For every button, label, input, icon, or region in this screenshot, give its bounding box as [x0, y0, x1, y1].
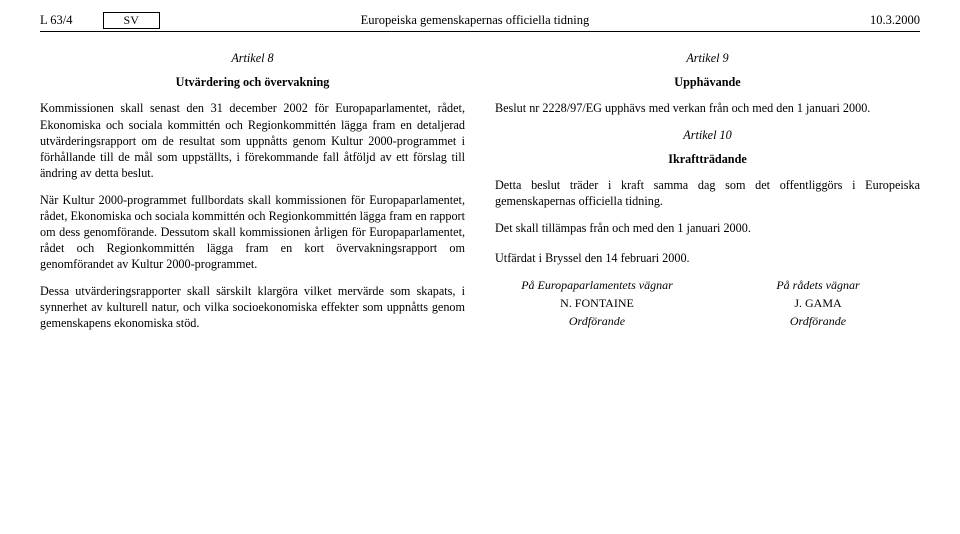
left-column: Artikel 8 Utvärdering och övervakning Ko…: [40, 46, 465, 341]
article-10-para-2: Det skall tillämpas från och med den 1 j…: [495, 220, 920, 236]
signature-row: På Europaparlamentets vägnar N. FONTAINE…: [495, 276, 920, 330]
sig-parliament-name: N. FONTAINE: [495, 294, 699, 312]
article-8-para-3: Dessa utvärderingsrapporter skall särski…: [40, 283, 465, 332]
sig-parliament-role: Ordförande: [495, 312, 699, 330]
signature-parliament: På Europaparlamentets vägnar N. FONTAINE…: [495, 276, 699, 330]
article-8-title: Artikel 8: [40, 50, 465, 66]
article-8-subtitle: Utvärdering och övervakning: [40, 74, 465, 90]
article-9-subtitle: Upphävande: [495, 74, 920, 90]
sig-council-on-behalf: På rådets vägnar: [716, 276, 920, 294]
page-header: L 63/4 SV Europeiska gemenskapernas offi…: [40, 12, 920, 32]
sig-council-role: Ordförande: [716, 312, 920, 330]
article-10-title: Artikel 10: [495, 127, 920, 143]
signature-council: På rådets vägnar J. GAMA Ordförande: [716, 276, 920, 330]
sig-council-name: J. GAMA: [716, 294, 920, 312]
article-9-para-1: Beslut nr 2228/97/EG upphävs med verkan …: [495, 100, 920, 116]
article-8-para-2: När Kultur 2000-programmet fullbordats s…: [40, 192, 465, 273]
issued-line: Utfärdat i Bryssel den 14 februari 2000.: [495, 250, 920, 266]
right-column: Artikel 9 Upphävande Beslut nr 2228/97/E…: [495, 46, 920, 341]
header-date: 10.3.2000: [870, 13, 920, 28]
article-9-title: Artikel 9: [495, 50, 920, 66]
article-10-subtitle: Ikraftträdande: [495, 151, 920, 167]
body-columns: Artikel 8 Utvärdering och övervakning Ko…: [40, 46, 920, 341]
article-10-para-1: Detta beslut träder i kraft samma dag so…: [495, 177, 920, 209]
sig-parliament-on-behalf: På Europaparlamentets vägnar: [495, 276, 699, 294]
page-reference: L 63/4: [40, 13, 73, 28]
article-8-para-1: Kommissionen skall senast den 31 decembe…: [40, 100, 465, 181]
journal-title: Europeiska gemenskapernas officiella tid…: [80, 13, 870, 28]
